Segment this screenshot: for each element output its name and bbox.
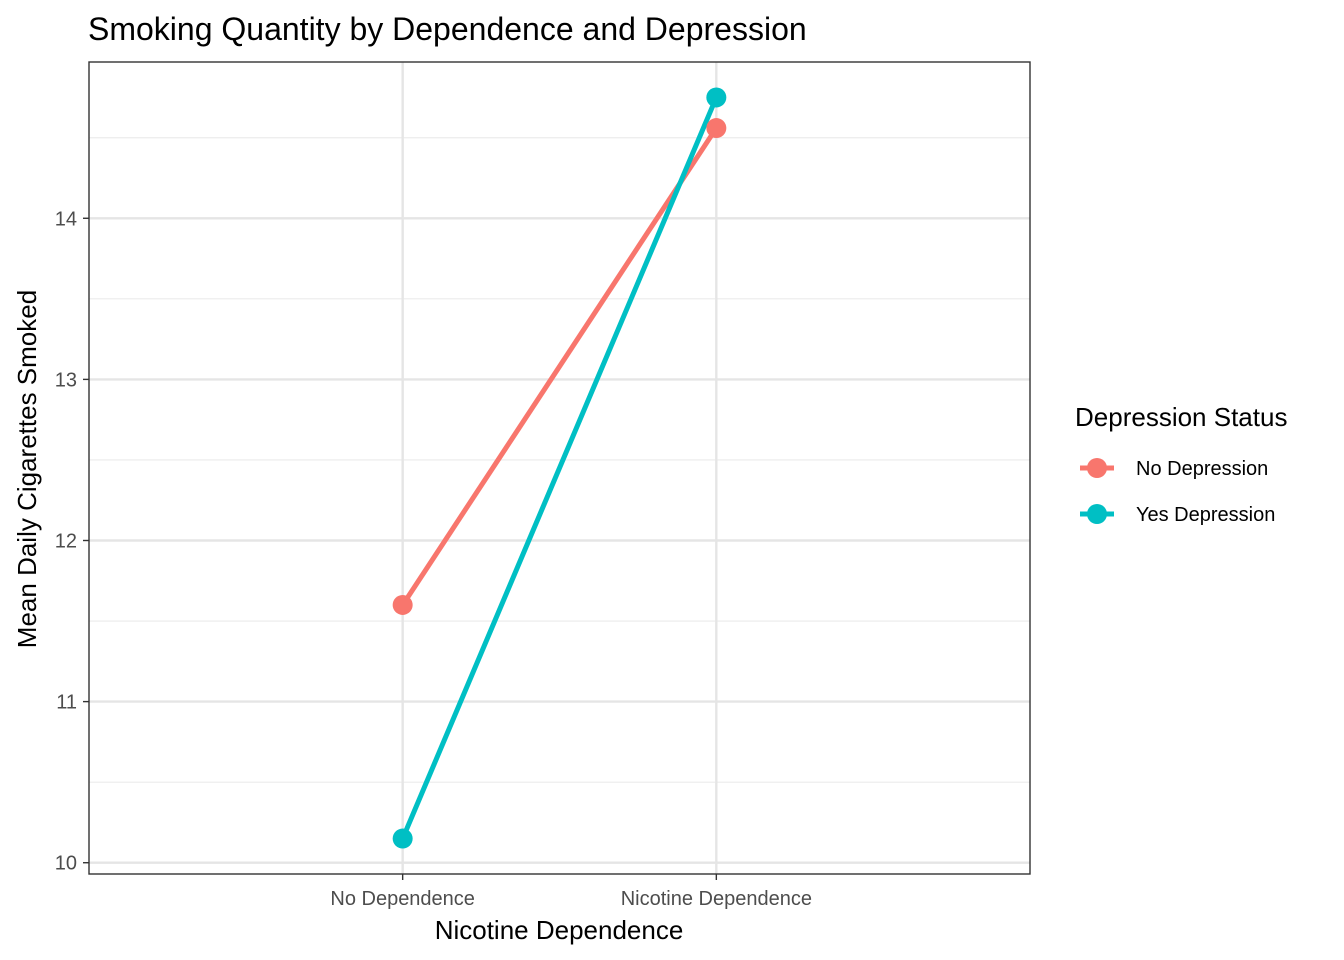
x-axis: No Dependence Nicotine Dependence bbox=[330, 874, 812, 910]
data-point bbox=[392, 594, 413, 615]
major-gridlines bbox=[89, 62, 1030, 874]
data-point bbox=[392, 828, 413, 849]
plot-border bbox=[88, 61, 1031, 875]
y-tick-label: 11 bbox=[56, 692, 77, 714]
data-point bbox=[706, 87, 727, 108]
y-axis-title: Mean Daily Cigarettes Smoked bbox=[12, 290, 42, 648]
legend-items: No Depression Yes Depression bbox=[1080, 458, 1275, 526]
y-tick-label: 14 bbox=[55, 208, 77, 230]
y-tick-label: 12 bbox=[55, 531, 77, 553]
x-tick-label: No Dependence bbox=[330, 888, 475, 910]
y-axis: 10 11 12 13 14 bbox=[55, 208, 89, 875]
y-tick-label: 13 bbox=[55, 369, 77, 391]
minor-gridlines bbox=[89, 137, 1030, 783]
series-points bbox=[392, 87, 727, 849]
x-tick-label: Nicotine Dependence bbox=[621, 888, 812, 910]
legend-item: No Depression bbox=[1080, 458, 1268, 480]
plot-panel bbox=[88, 61, 1031, 875]
x-axis-title: Nicotine Dependence bbox=[435, 915, 684, 945]
legend-title: Depression Status bbox=[1075, 402, 1287, 432]
series-line bbox=[400, 96, 719, 840]
legend-key-point bbox=[1087, 458, 1107, 478]
y-tick-label: 10 bbox=[55, 853, 77, 875]
data-point bbox=[706, 118, 727, 139]
legend-key-point bbox=[1087, 504, 1107, 524]
legend: Depression Status No Depression Yes Depre… bbox=[1075, 402, 1287, 526]
series-line bbox=[400, 126, 719, 607]
legend-label: Yes Depression bbox=[1136, 504, 1275, 526]
chart-title: Smoking Quantity by Dependence and Depre… bbox=[88, 11, 807, 47]
series-lines bbox=[400, 96, 719, 840]
legend-label: No Depression bbox=[1136, 458, 1268, 480]
legend-item: Yes Depression bbox=[1080, 504, 1275, 526]
